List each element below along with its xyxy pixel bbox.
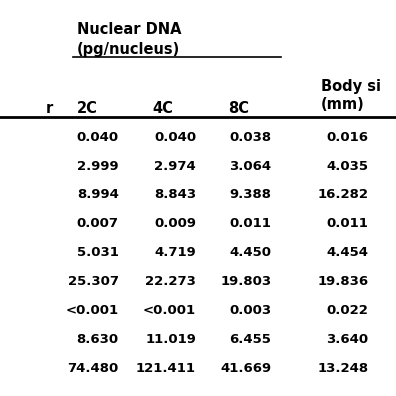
Text: 0.011: 0.011 (326, 217, 368, 230)
Text: 121.411: 121.411 (136, 362, 196, 375)
Text: 0.016: 0.016 (326, 131, 368, 144)
Text: 0.040: 0.040 (77, 131, 119, 144)
Text: 3.640: 3.640 (326, 333, 368, 346)
Text: 11.019: 11.019 (145, 333, 196, 346)
Text: 19.803: 19.803 (220, 275, 271, 288)
Text: 41.669: 41.669 (220, 362, 271, 375)
Text: 5.031: 5.031 (77, 246, 119, 259)
Text: 4.454: 4.454 (326, 246, 368, 259)
Text: 25.307: 25.307 (68, 275, 119, 288)
Text: 4.035: 4.035 (326, 160, 368, 173)
Text: 0.003: 0.003 (229, 304, 271, 317)
Text: (mm): (mm) (321, 97, 364, 112)
Text: 8.630: 8.630 (77, 333, 119, 346)
Text: 9.388: 9.388 (229, 188, 271, 202)
Text: 0.009: 0.009 (154, 217, 196, 230)
Text: 22.273: 22.273 (145, 275, 196, 288)
Text: <0.001: <0.001 (143, 304, 196, 317)
Text: 6.455: 6.455 (229, 333, 271, 346)
Text: 4C: 4C (152, 101, 173, 116)
Text: 74.480: 74.480 (68, 362, 119, 375)
Text: 2C: 2C (77, 101, 98, 116)
Text: 3.064: 3.064 (229, 160, 271, 173)
Text: 8.843: 8.843 (154, 188, 196, 202)
Text: r: r (46, 101, 53, 116)
Text: 0.038: 0.038 (229, 131, 271, 144)
Text: 19.836: 19.836 (317, 275, 368, 288)
Text: (pg/nucleus): (pg/nucleus) (77, 42, 181, 57)
Text: 4.450: 4.450 (229, 246, 271, 259)
Text: 16.282: 16.282 (317, 188, 368, 202)
Text: Nuclear DNA: Nuclear DNA (77, 22, 182, 37)
Text: 0.022: 0.022 (326, 304, 368, 317)
Text: 0.040: 0.040 (154, 131, 196, 144)
Text: <0.001: <0.001 (66, 304, 119, 317)
Text: Body si: Body si (321, 79, 381, 94)
Text: 8.994: 8.994 (77, 188, 119, 202)
Text: 4.719: 4.719 (154, 246, 196, 259)
Text: 2.974: 2.974 (154, 160, 196, 173)
Text: 8C: 8C (228, 101, 249, 116)
Text: 0.007: 0.007 (77, 217, 119, 230)
Text: 2.999: 2.999 (77, 160, 119, 173)
Text: 0.011: 0.011 (229, 217, 271, 230)
Text: 13.248: 13.248 (317, 362, 368, 375)
